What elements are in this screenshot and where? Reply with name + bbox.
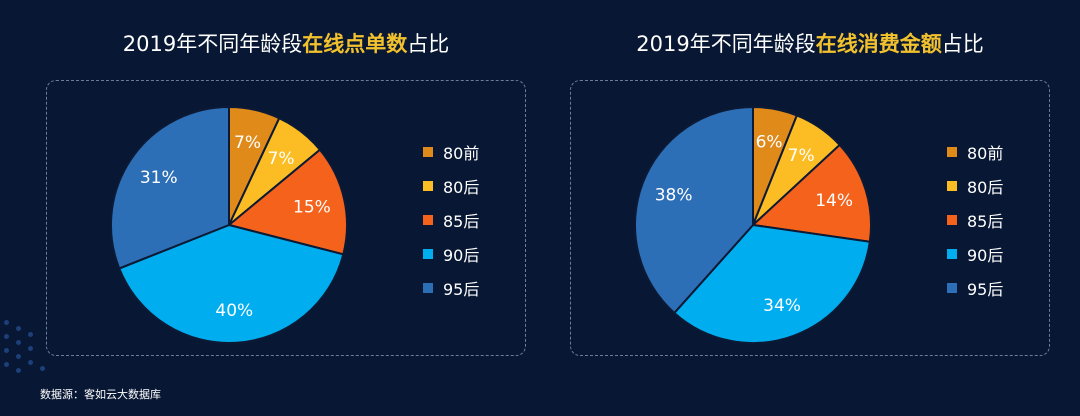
legend-swatch: [947, 215, 957, 225]
legend-label: 80后: [967, 178, 1004, 197]
legend-swatch: [423, 181, 433, 191]
legend-swatch: [947, 181, 957, 191]
legend-item-80前: 80前: [947, 135, 1003, 169]
pie-label-80后: 7%: [268, 149, 295, 169]
pie-slice-95后: [110, 105, 230, 270]
title-suffix: 占比: [941, 32, 984, 56]
pie-label-80前: 7%: [234, 133, 261, 153]
legend-label: 85后: [967, 212, 1004, 231]
pie-label-80前: 6%: [756, 133, 783, 153]
legend-swatch: [423, 249, 433, 259]
legend-swatch: [423, 215, 433, 225]
pie-slice-85后: [750, 143, 872, 243]
pie-label-95后: 31%: [140, 168, 178, 188]
title-suffix: 占比: [407, 32, 450, 56]
legend-item-95后: 95后: [947, 271, 1003, 305]
legend-item-90后: 90后: [423, 237, 479, 271]
legend-swatch: [423, 147, 433, 157]
pie-panel-orders: 7% 7% 15% 40% 31% 80前 80后 85后 90后 95后: [46, 80, 526, 356]
legend-item-80前: 80前: [423, 135, 479, 169]
legend-label: 90后: [443, 246, 480, 265]
title-prefix: 2019年不同年龄段: [636, 32, 816, 56]
legend-item-80后: 80后: [423, 169, 479, 203]
pie-slice-90后: [672, 223, 871, 344]
pie-label-85后: 15%: [293, 197, 331, 217]
pie-chart-amount: 6%7% 14% 34% 38%: [634, 105, 872, 344]
title-highlight: 在线消费金额: [815, 32, 942, 56]
pie-label-90后: 40%: [215, 301, 253, 321]
pie-panel-amount: 6% 7% 14% 34% 38% 80前 80后 85后 90后 95后: [570, 80, 1050, 356]
legend: 80前 80后 85后 90后 95后: [947, 135, 1003, 305]
pie-slice-95后: [634, 105, 754, 315]
legend-item-85后: 85后: [947, 203, 1003, 237]
legend-item-80后: 80后: [947, 169, 1003, 203]
legend-label: 80前: [443, 144, 480, 163]
legend-item-85后: 85后: [423, 203, 479, 237]
legend-label: 95后: [967, 280, 1004, 299]
legend-swatch: [423, 283, 433, 293]
legend-swatch: [947, 147, 957, 157]
legend-label: 80前: [967, 144, 1004, 163]
pie-label-80后: 7%: [788, 146, 815, 166]
pie-slice-90后: [117, 223, 345, 344]
legend-swatch: [947, 283, 957, 293]
pie-chart-orders: 7% 7% 15% 40% 31%: [110, 105, 348, 344]
chart-title-amount: 2019年不同年龄段在线消费金额占比: [570, 24, 1050, 64]
pie-label-95后: 38%: [655, 186, 693, 206]
chart-title-orders: 2019年不同年龄段在线点单数占比: [46, 24, 526, 64]
legend-label: 90后: [967, 246, 1004, 265]
pie-label-90后: 34%: [763, 296, 801, 316]
legend-swatch: [947, 249, 957, 259]
legend-item-90后: 90后: [947, 237, 1003, 271]
legend-label: 95后: [443, 280, 480, 299]
title-prefix: 2019年不同年龄段: [122, 32, 303, 56]
legend-item-95后: 95后: [423, 271, 479, 305]
legend-label: 85后: [443, 212, 480, 231]
pie-label-85后: 14%: [815, 191, 853, 211]
data-source-note: 数据源：客如云大数据库: [40, 388, 161, 401]
legend-label: 80后: [443, 178, 480, 197]
legend: 80前 80后 85后 90后 95后: [423, 135, 479, 305]
pie-slice-85后: [226, 148, 348, 256]
title-highlight: 在线点单数: [302, 32, 408, 56]
